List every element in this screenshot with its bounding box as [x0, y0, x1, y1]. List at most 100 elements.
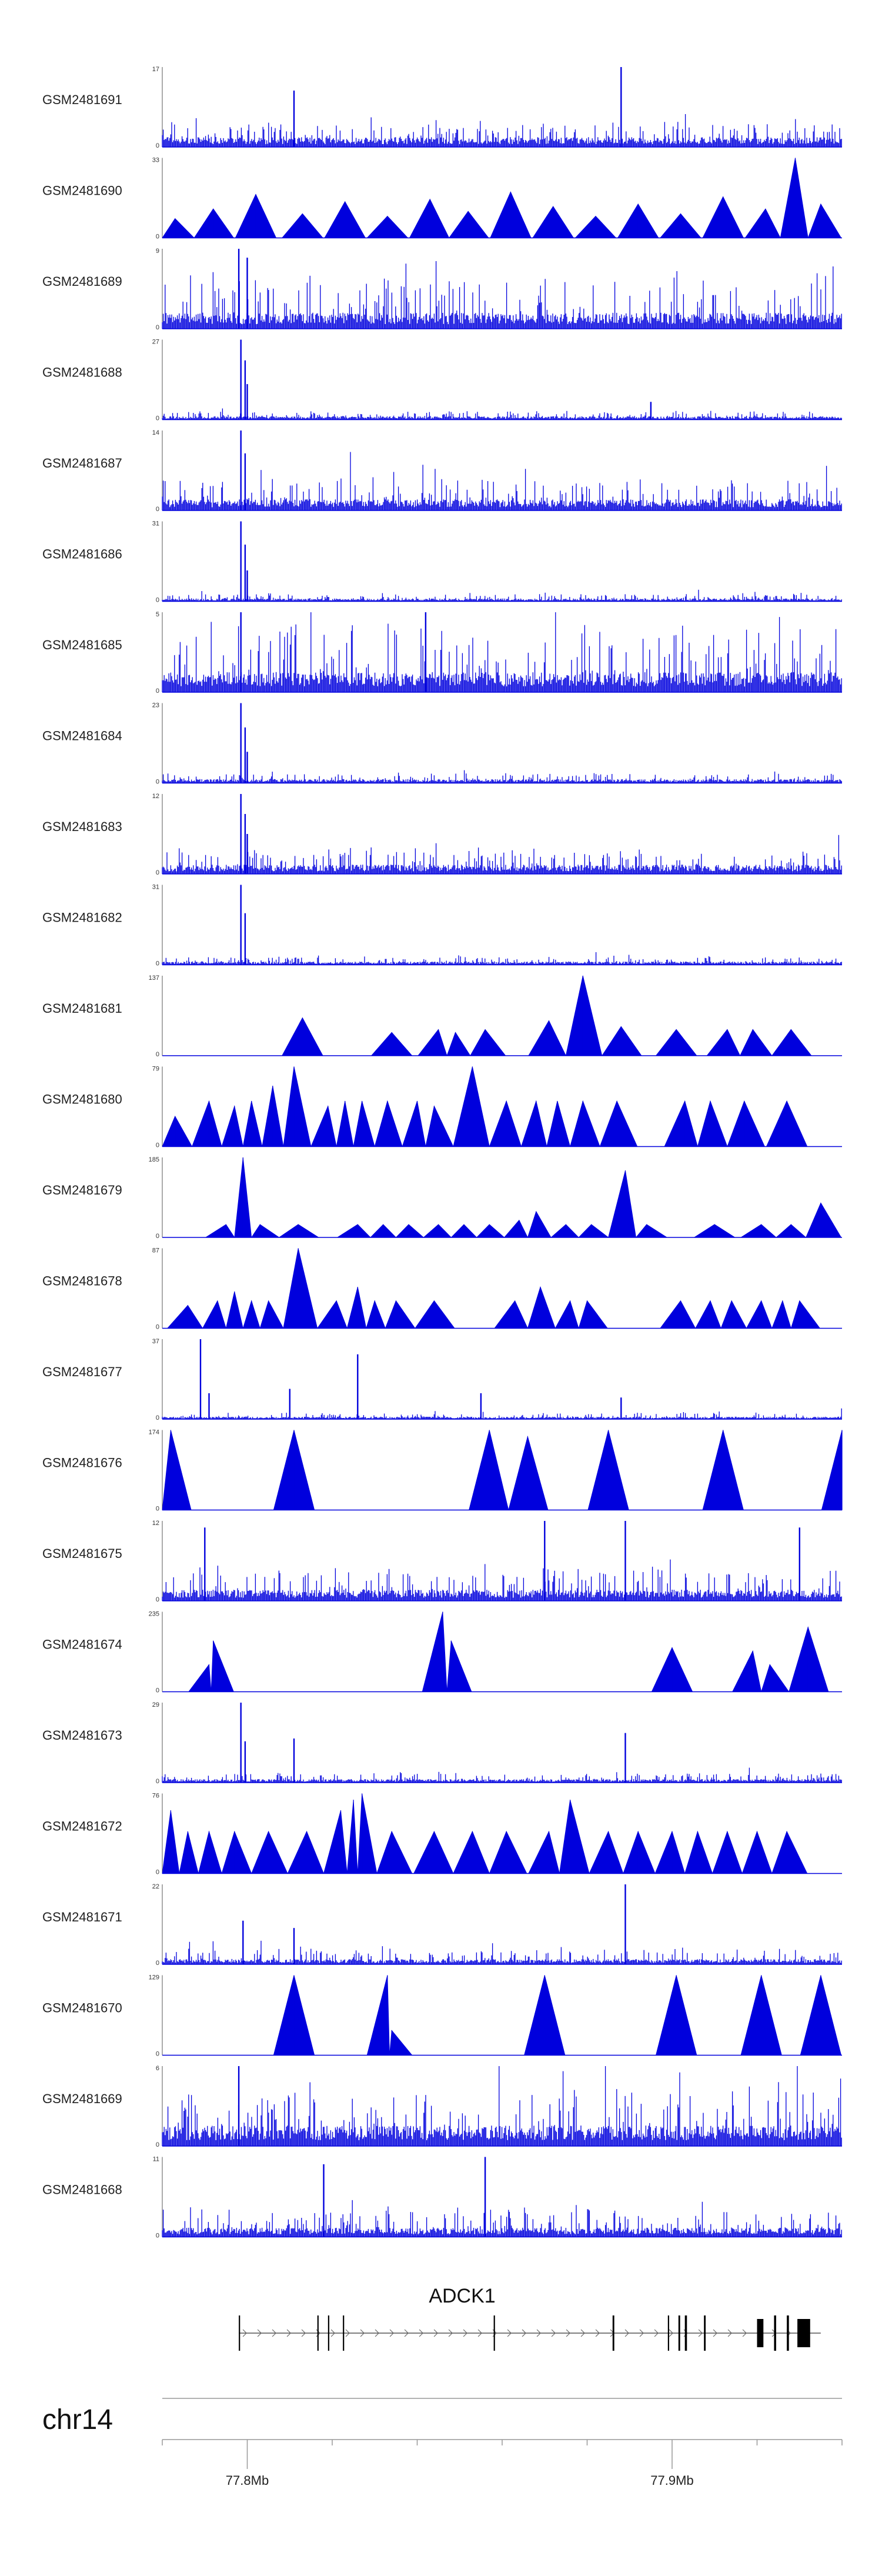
exon [797, 2319, 810, 2347]
coverage-track: GSM2481674 235 0 [42, 1611, 842, 1694]
exon [757, 2319, 764, 2347]
track-label: GSM2481683 [42, 819, 122, 834]
strand-arrow [345, 2329, 350, 2337]
gene-exons [239, 2315, 810, 2351]
strand-arrow [654, 2329, 659, 2337]
track-label: GSM2481680 [42, 1092, 122, 1107]
exon [612, 2315, 614, 2351]
strand-arrow [286, 2329, 291, 2337]
coverage-bars [162, 835, 842, 874]
strand-arrow [375, 2329, 379, 2337]
y-max-label: 6 [156, 2065, 159, 2072]
tick-label: 77.8Mb [226, 2473, 269, 2488]
y-min-label: 0 [156, 1233, 159, 1240]
y-max-label: 31 [152, 884, 159, 891]
coverage-area [273, 1975, 842, 2056]
exon [684, 2315, 687, 2351]
track-label: GSM2481678 [42, 1274, 122, 1289]
coverage-track: GSM2481682 31 0 [42, 884, 842, 967]
strand-arrow [463, 2329, 467, 2337]
y-max-label: 129 [149, 1974, 159, 1981]
coverage-track: GSM2481685 5 0 [42, 611, 842, 695]
coverage-bars [162, 408, 842, 420]
coverage-track: GSM2481690 33 0 [42, 157, 842, 241]
gene-track: ADCK1 [239, 2285, 821, 2351]
axis-ticks: 77.8Mb 77.9Mb [162, 2440, 843, 2488]
y-min-label: 0 [156, 324, 159, 331]
strand-arrow [301, 2329, 306, 2337]
track-label: GSM2481682 [42, 910, 122, 925]
strand-arrow [580, 2329, 585, 2337]
coverage-area [205, 1157, 842, 1238]
strand-arrow [448, 2329, 453, 2337]
track-label: GSM2481672 [42, 1819, 122, 1834]
coverage-track: GSM2481669 6 0 [42, 2065, 842, 2148]
exon [239, 2315, 240, 2351]
coverage-bars [162, 1559, 842, 1601]
coverage-area [282, 975, 812, 1056]
coverage-track: GSM2481683 12 0 [42, 793, 842, 876]
coverage-bars [162, 612, 842, 692]
y-min-label: 0 [156, 1869, 159, 1876]
track-label: GSM2481671 [42, 1910, 122, 1924]
strand-arrow [551, 2329, 556, 2337]
track-label: GSM2481669 [42, 2091, 122, 2106]
track-label: GSM2481670 [42, 2001, 122, 2016]
y-min-label: 0 [156, 1506, 159, 1513]
y-max-label: 185 [149, 1156, 159, 1163]
y-max-label: 87 [152, 1247, 159, 1254]
strand-arrow [272, 2329, 276, 2337]
coverage-track: GSM2481672 76 0 [42, 1793, 842, 1876]
strand-arrow [404, 2329, 409, 2337]
coverage-bars [162, 261, 842, 329]
y-min-label: 0 [156, 233, 159, 241]
track-label: GSM2481691 [42, 92, 122, 107]
strand-arrow [639, 2329, 644, 2337]
track-label: GSM2481673 [42, 1728, 122, 1743]
y-max-label: 27 [152, 339, 159, 346]
track-label: GSM2481687 [42, 456, 122, 471]
y-max-label: 33 [152, 157, 159, 164]
track-label: GSM2481689 [42, 274, 122, 289]
coverage-track: GSM2481675 12 0 [42, 1520, 842, 1603]
coverage-track: GSM2481686 31 0 [42, 520, 842, 604]
strand-arrow [595, 2329, 600, 2337]
coverage-bars [162, 589, 842, 602]
coverage-track: GSM2481676 174 0 [42, 1429, 843, 1513]
y-min-label: 0 [156, 960, 159, 967]
coverage-area [188, 1611, 829, 1692]
coverage-track: GSM2481670 129 0 [42, 1974, 842, 2058]
track-label: GSM2481681 [42, 1001, 122, 1016]
y-min-label: 0 [156, 1596, 159, 1603]
exon [328, 2315, 329, 2351]
strand-arrow [419, 2329, 423, 2337]
strand-arrow [330, 2329, 335, 2337]
y-min-label: 0 [156, 2051, 159, 2058]
y-min-label: 0 [156, 1414, 159, 1422]
strand-arrow [727, 2329, 732, 2337]
coverage-bars [162, 1940, 842, 1964]
exon [493, 2315, 495, 2351]
track-label: GSM2481675 [42, 1546, 122, 1561]
strand-arrow [742, 2329, 747, 2337]
coverage-area [162, 1430, 843, 1510]
exon [787, 2315, 789, 2351]
coverage-bars [162, 452, 842, 510]
y-min-label: 0 [156, 688, 159, 695]
coverage-bars [162, 114, 842, 147]
track-label: GSM2481686 [42, 547, 122, 562]
y-min-label: 0 [156, 2233, 159, 2240]
y-min-label: 0 [156, 869, 159, 876]
y-min-label: 0 [156, 1960, 159, 1967]
coverage-track: GSM2481678 87 0 [42, 1247, 842, 1331]
exon [704, 2315, 706, 2351]
chromosome-label: chr14 [42, 2404, 113, 2435]
strand-arrow [669, 2329, 673, 2337]
exon [343, 2315, 345, 2351]
strand-arrow [242, 2329, 247, 2337]
track-label: GSM2481677 [42, 1364, 122, 1379]
strand-arrow [360, 2329, 365, 2337]
y-min-label: 0 [156, 1687, 159, 1694]
coverage-area [162, 158, 842, 238]
